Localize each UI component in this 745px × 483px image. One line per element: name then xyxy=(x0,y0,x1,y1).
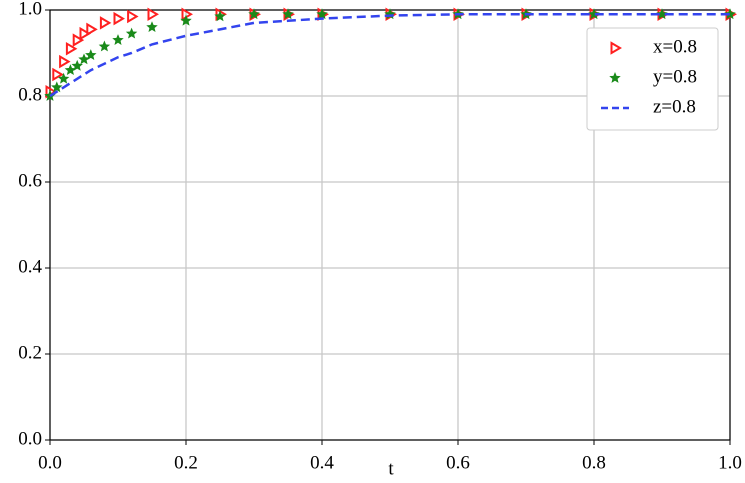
star-marker xyxy=(588,8,600,20)
legend-label: y=0.8 xyxy=(653,66,697,87)
triangle-marker xyxy=(610,41,622,55)
star-marker xyxy=(609,72,621,83)
triangle-marker xyxy=(147,7,159,22)
x-tick-label: 1.0 xyxy=(718,452,742,473)
y-tick-label: 0.0 xyxy=(18,428,42,449)
legend-label: x=0.8 xyxy=(653,36,697,57)
x-tick-label: 0.2 xyxy=(174,452,198,473)
triangle-marker xyxy=(113,11,125,26)
series-line xyxy=(49,13,730,98)
star-marker xyxy=(98,40,111,52)
x-tick-label: 0.6 xyxy=(446,452,470,473)
x-axis-label: t xyxy=(388,458,394,479)
star-marker xyxy=(656,8,668,20)
legend-box xyxy=(586,27,719,131)
star-marker xyxy=(146,21,158,33)
triangle-marker xyxy=(59,54,71,69)
legend: x=0.8 y=0.8 z=0.8 xyxy=(586,27,719,131)
y-tick-label: 0.2 xyxy=(18,342,42,363)
star-marker xyxy=(51,81,63,93)
star-marker xyxy=(64,64,77,76)
triangle-marker xyxy=(86,22,98,37)
y-tick-label: 0.6 xyxy=(18,170,42,191)
star-marker xyxy=(125,27,138,39)
triangle-marker xyxy=(65,41,78,56)
star-marker xyxy=(78,53,90,65)
y-tick-label: 1.0 xyxy=(18,0,42,19)
star-marker xyxy=(85,49,97,60)
triangle-marker xyxy=(52,67,64,82)
star-marker xyxy=(180,14,192,26)
star-marker xyxy=(282,8,294,20)
star-marker xyxy=(248,8,260,20)
x-tick-label: 0.4 xyxy=(310,452,334,473)
star-marker xyxy=(112,34,124,45)
y-tick-label: 0.8 xyxy=(18,84,42,105)
star-marker xyxy=(214,10,226,22)
star-marker xyxy=(57,72,70,84)
star-marker xyxy=(724,8,736,20)
x-tick-label: 0.0 xyxy=(38,452,62,473)
legend-label: z=0.8 xyxy=(653,96,696,117)
triangle-marker xyxy=(127,9,139,24)
triangle-marker xyxy=(99,16,112,30)
y-tick-label: 0.4 xyxy=(18,256,42,277)
star-marker xyxy=(71,59,83,71)
x-tick-label: 0.8 xyxy=(582,452,606,473)
triangle-marker xyxy=(79,26,91,41)
star-marker xyxy=(316,8,328,20)
triangle-marker xyxy=(72,33,85,47)
